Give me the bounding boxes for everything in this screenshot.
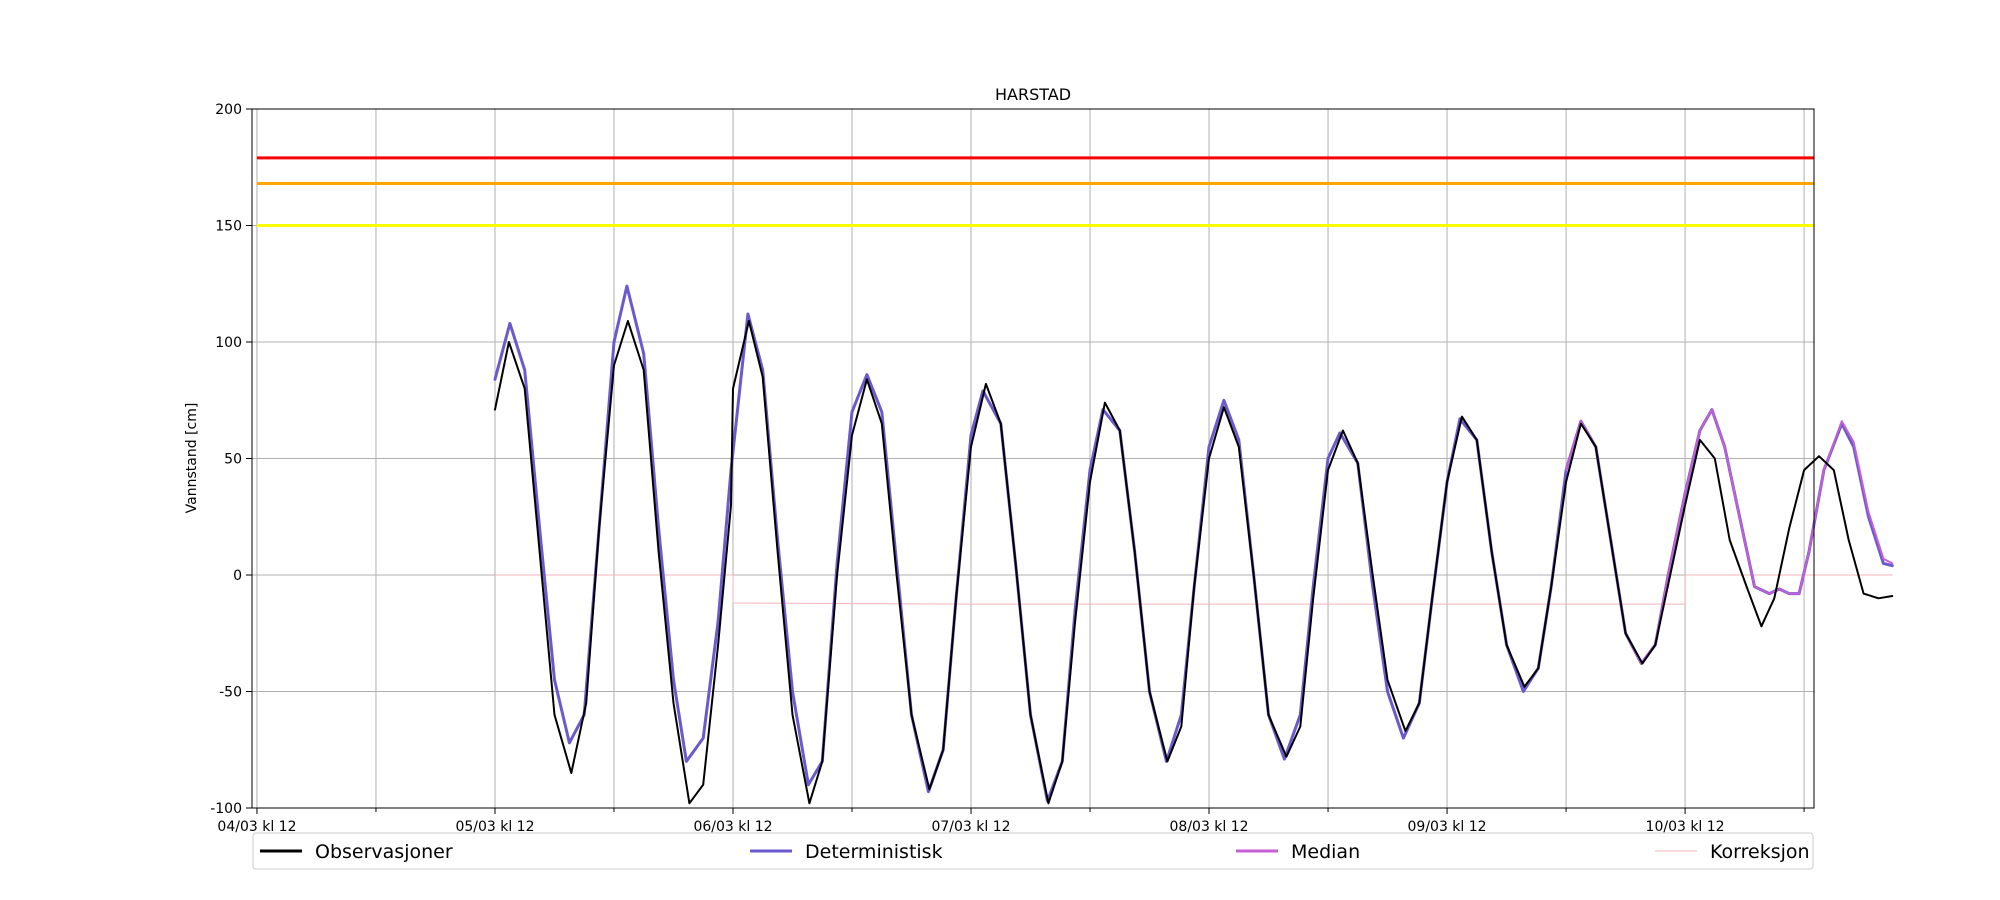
x-tick-label: 08/03 kl 12 <box>1170 819 1249 835</box>
series-line-deterministisk <box>493 284 1894 803</box>
threshold-lines <box>256 156 1814 227</box>
legend-label-deterministisk: Deterministisk <box>805 841 943 863</box>
series-lines <box>493 284 1894 805</box>
y-axis-label: Vannstand [cm] <box>184 403 200 514</box>
series-line-korreksjon <box>494 574 1893 605</box>
x-tick-label: 07/03 kl 12 <box>931 819 1010 835</box>
legend-label-observasjoner: Observasjoner <box>315 841 453 863</box>
legend-label-korreksjon: Korreksjon <box>1710 841 1810 863</box>
y-tick-label: -50 <box>219 685 242 701</box>
y-tick-label: 100 <box>215 335 242 351</box>
y-tick-label: 0 <box>233 568 242 584</box>
grid <box>252 108 1814 809</box>
x-tick-label: 04/03 kl 12 <box>217 819 296 835</box>
y-tick-label: 50 <box>224 452 242 468</box>
y-axis: -100 -50 0 50 100 150 200 <box>210 102 252 817</box>
x-tick-label: 05/03 kl 12 <box>455 819 534 835</box>
series-line-observasjoner <box>494 320 1894 805</box>
y-tick-label: -100 <box>210 801 242 817</box>
legend-label-median: Median <box>1291 841 1360 863</box>
chart-title: HARSTAD <box>995 85 1071 104</box>
x-tick-label: 09/03 kl 12 <box>1408 819 1487 835</box>
x-tick-label: 06/03 kl 12 <box>693 819 772 835</box>
y-tick-label: 200 <box>215 102 242 118</box>
legend: Observasjoner Deterministisk Median Korreks… <box>252 832 1814 870</box>
x-axis: 04/03 kl 12 05/03 kl 12 06/03 kl 12 07/03 k… <box>217 808 1805 835</box>
legend-box <box>252 832 1814 870</box>
y-tick-label: 150 <box>215 219 242 235</box>
x-tick-label: 10/03 kl 12 <box>1646 819 1725 835</box>
